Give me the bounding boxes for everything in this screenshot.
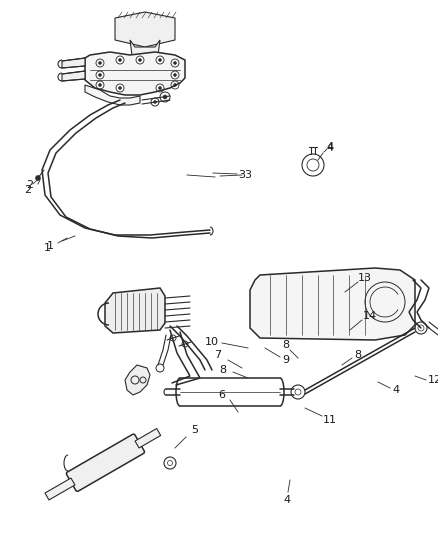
Circle shape — [99, 61, 102, 64]
Polygon shape — [135, 429, 161, 448]
Circle shape — [35, 175, 40, 181]
Polygon shape — [105, 288, 165, 333]
Circle shape — [138, 59, 141, 61]
Circle shape — [119, 86, 121, 90]
Polygon shape — [85, 85, 140, 105]
Circle shape — [173, 84, 177, 86]
Text: 13: 13 — [358, 273, 372, 283]
Text: 3: 3 — [244, 170, 251, 180]
Text: 3: 3 — [239, 170, 246, 180]
Text: 1: 1 — [43, 243, 50, 253]
Polygon shape — [130, 40, 160, 55]
Text: 4: 4 — [326, 143, 334, 153]
Text: 8: 8 — [354, 350, 361, 360]
Text: 8: 8 — [219, 365, 226, 375]
Text: 7: 7 — [215, 350, 222, 360]
Text: 14: 14 — [363, 311, 377, 321]
Text: 2: 2 — [26, 180, 34, 190]
Text: 5: 5 — [191, 425, 198, 435]
Text: 11: 11 — [323, 415, 337, 425]
FancyBboxPatch shape — [67, 434, 145, 491]
Text: 4: 4 — [392, 385, 399, 395]
Circle shape — [153, 101, 156, 103]
Circle shape — [99, 84, 102, 86]
Circle shape — [173, 61, 177, 64]
Circle shape — [159, 86, 162, 90]
Circle shape — [119, 59, 121, 61]
Circle shape — [99, 74, 102, 77]
Circle shape — [173, 74, 177, 77]
Polygon shape — [85, 52, 185, 95]
Text: 6: 6 — [219, 390, 226, 400]
Polygon shape — [62, 58, 85, 68]
Text: 10: 10 — [205, 337, 219, 347]
Circle shape — [163, 95, 167, 99]
Polygon shape — [62, 71, 85, 81]
Text: 1: 1 — [46, 241, 53, 251]
Circle shape — [159, 59, 162, 61]
Text: 2: 2 — [25, 185, 32, 195]
Text: 4: 4 — [283, 495, 290, 505]
Polygon shape — [125, 365, 150, 395]
Text: 8: 8 — [283, 340, 290, 350]
Text: 4: 4 — [326, 142, 334, 152]
Polygon shape — [250, 268, 415, 340]
Polygon shape — [45, 478, 75, 500]
Polygon shape — [115, 12, 175, 47]
Text: 9: 9 — [283, 355, 290, 365]
Text: 12: 12 — [428, 375, 438, 385]
